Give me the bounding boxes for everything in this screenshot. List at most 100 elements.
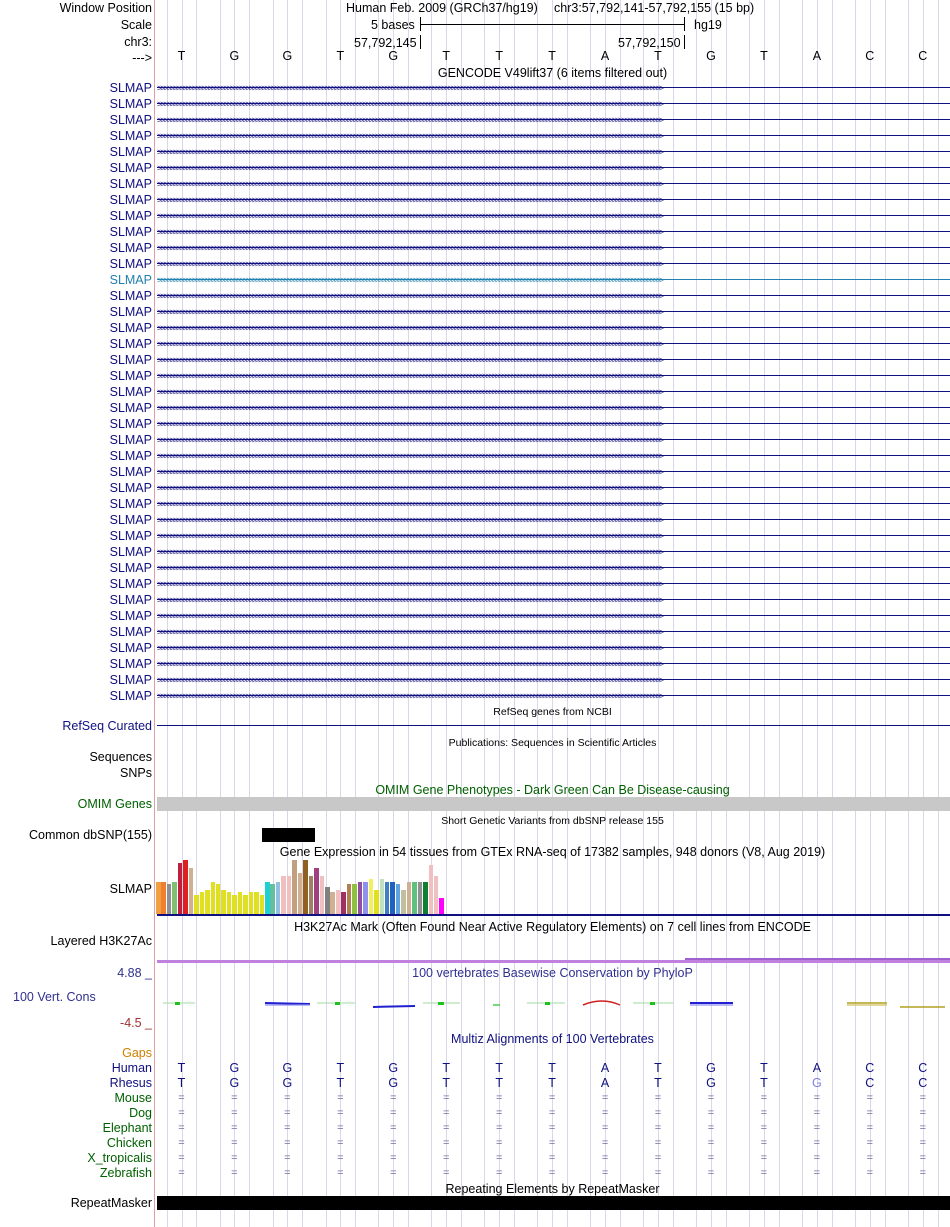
gencode-transcript[interactable] (157, 279, 950, 280)
gencode-track-title[interactable]: GENCODE V49lift37 (6 items filtered out) (437, 66, 668, 80)
gtex-tissue-bar[interactable] (433, 876, 439, 914)
gtex-tissue-bar[interactable] (221, 890, 226, 914)
gencode-transcript-label[interactable]: SLMAP (109, 321, 152, 335)
dbsnp-track-label[interactable]: Common dbSNP(155) (29, 828, 152, 842)
gtex-tissue-bar[interactable] (428, 865, 433, 914)
gencode-transcript[interactable] (157, 503, 950, 504)
gencode-transcript[interactable] (157, 583, 950, 584)
gtex-tissue-bar[interactable] (341, 892, 346, 914)
gencode-transcript[interactable] (157, 87, 950, 88)
gencode-transcript[interactable] (157, 183, 950, 184)
gencode-transcript[interactable] (157, 167, 950, 168)
gencode-transcript[interactable] (157, 567, 950, 568)
gencode-transcript[interactable] (157, 471, 950, 472)
gencode-transcript-label[interactable]: SLMAP (109, 305, 152, 319)
gtex-tissue-bar[interactable] (237, 892, 243, 914)
publications-sequences-label[interactable]: Sequences (89, 750, 152, 764)
dbsnp-variant[interactable] (262, 828, 315, 842)
gtex-tissue-bar[interactable] (281, 876, 286, 914)
omim-track-label[interactable]: OMIM Genes (77, 797, 152, 811)
gencode-transcript[interactable] (157, 455, 950, 456)
gencode-transcript-label[interactable]: SLMAP (109, 401, 152, 415)
gtex-track-title[interactable]: Gene Expression in 54 tissues from GTEx … (279, 845, 826, 859)
gtex-tissue-bar[interactable] (194, 895, 199, 914)
gencode-transcript[interactable] (157, 391, 950, 392)
gtex-tissue-bar[interactable] (199, 892, 205, 914)
gtex-track-label[interactable]: SLMAP (109, 882, 152, 896)
gtex-tissue-bar[interactable] (335, 890, 341, 914)
refseq-track-label[interactable]: RefSeq Curated (62, 719, 152, 733)
gencode-transcript-label[interactable]: SLMAP (109, 609, 152, 623)
omim-gene-bar[interactable] (157, 797, 950, 811)
gtex-tissue-bar[interactable] (226, 892, 232, 914)
h3k27ac-signal[interactable] (157, 960, 950, 963)
gencode-transcript[interactable] (157, 231, 950, 232)
gtex-tissue-bar[interactable] (352, 884, 357, 914)
gencode-transcript[interactable] (157, 631, 950, 632)
gencode-transcript-label[interactable]: SLMAP (109, 273, 152, 287)
gtex-tissue-bar[interactable] (215, 884, 221, 914)
gtex-tissue-bar[interactable] (275, 882, 281, 914)
repeatmasker-track-label[interactable]: RepeatMasker (70, 1196, 152, 1210)
phylop-track-label[interactable]: 100 Vert. Cons (13, 990, 96, 1004)
gencode-transcript-label[interactable]: SLMAP (109, 545, 152, 559)
multiz-track-title[interactable]: Multiz Alignments of 100 Vertebrates (451, 1032, 654, 1046)
gtex-tissue-bar[interactable] (259, 895, 265, 914)
gtex-tissue-bar[interactable] (412, 882, 417, 914)
gencode-transcript[interactable] (157, 647, 950, 648)
gencode-transcript-label[interactable]: SLMAP (109, 289, 152, 303)
gencode-transcript-label[interactable]: SLMAP (109, 97, 152, 111)
multiz-gaps-label[interactable]: Gaps (122, 1046, 152, 1060)
gtex-tissue-bar[interactable] (319, 876, 324, 914)
dbsnp-track-title[interactable]: Short Genetic Variants from dbSNP releas… (441, 815, 664, 827)
gencode-transcript-label[interactable]: SLMAP (109, 449, 152, 463)
h3k27ac-track-label[interactable]: Layered H3K27Ac (50, 934, 152, 948)
gencode-transcript[interactable] (157, 263, 950, 264)
gencode-transcript-label[interactable]: SLMAP (109, 561, 152, 575)
gencode-transcript[interactable] (157, 439, 950, 440)
gtex-tissue-bar[interactable] (395, 884, 401, 914)
gencode-transcript[interactable] (157, 679, 950, 680)
gtex-tissue-bar[interactable] (303, 860, 308, 914)
gencode-transcript-label[interactable]: SLMAP (109, 337, 152, 351)
gtex-tissue-bar[interactable] (248, 892, 254, 914)
gtex-tissue-bar[interactable] (423, 882, 428, 914)
gtex-tissue-bar[interactable] (401, 890, 406, 914)
gtex-tissue-bar[interactable] (314, 868, 319, 914)
gencode-transcript-label[interactable]: SLMAP (109, 177, 152, 191)
refseq-track-title[interactable]: RefSeq genes from NCBI (493, 706, 612, 718)
h3k27ac-track-title[interactable]: H3K27Ac Mark (Often Found Near Active Re… (294, 920, 811, 934)
gencode-transcript[interactable] (157, 311, 950, 312)
gencode-transcript[interactable] (157, 135, 950, 136)
gencode-transcript-label[interactable]: SLMAP (109, 657, 152, 671)
multiz-species-label[interactable]: Rhesus (109, 1076, 152, 1090)
phylop-signal[interactable] (155, 995, 950, 1013)
gencode-transcript-label[interactable]: SLMAP (109, 497, 152, 511)
gencode-transcript[interactable] (157, 695, 950, 696)
h3k27ac-signal-peak[interactable] (685, 958, 950, 960)
gencode-transcript[interactable] (157, 215, 950, 216)
gtex-tissue-bar[interactable] (205, 890, 210, 914)
gencode-transcript-label[interactable]: SLMAP (109, 385, 152, 399)
gencode-transcript-label[interactable]: SLMAP (109, 369, 152, 383)
gencode-transcript[interactable] (157, 519, 950, 520)
gtex-tissue-bar[interactable] (406, 882, 412, 914)
publications-track-title[interactable]: Publications: Sequences in Scientific Ar… (448, 737, 657, 749)
gtex-tissue-bar[interactable] (346, 884, 352, 914)
gencode-transcript[interactable] (157, 151, 950, 152)
gtex-tissue-bar[interactable] (232, 895, 237, 914)
gtex-tissue-bar[interactable] (439, 898, 444, 914)
multiz-species-label[interactable]: Dog (129, 1106, 152, 1120)
gtex-tissue-bar[interactable] (357, 882, 363, 914)
gencode-transcript-label[interactable]: SLMAP (109, 241, 152, 255)
gencode-transcript-label[interactable]: SLMAP (109, 81, 152, 95)
gencode-transcript-label[interactable]: SLMAP (109, 689, 152, 703)
gtex-tissue-bar[interactable] (384, 882, 390, 914)
gencode-transcript[interactable] (157, 375, 950, 376)
gencode-transcript-label[interactable]: SLMAP (109, 641, 152, 655)
gtex-tissue-bar[interactable] (254, 892, 259, 914)
gencode-transcript-label[interactable]: SLMAP (109, 433, 152, 447)
gencode-transcript-label[interactable]: SLMAP (109, 161, 152, 175)
gtex-tissue-bar[interactable] (188, 868, 194, 914)
